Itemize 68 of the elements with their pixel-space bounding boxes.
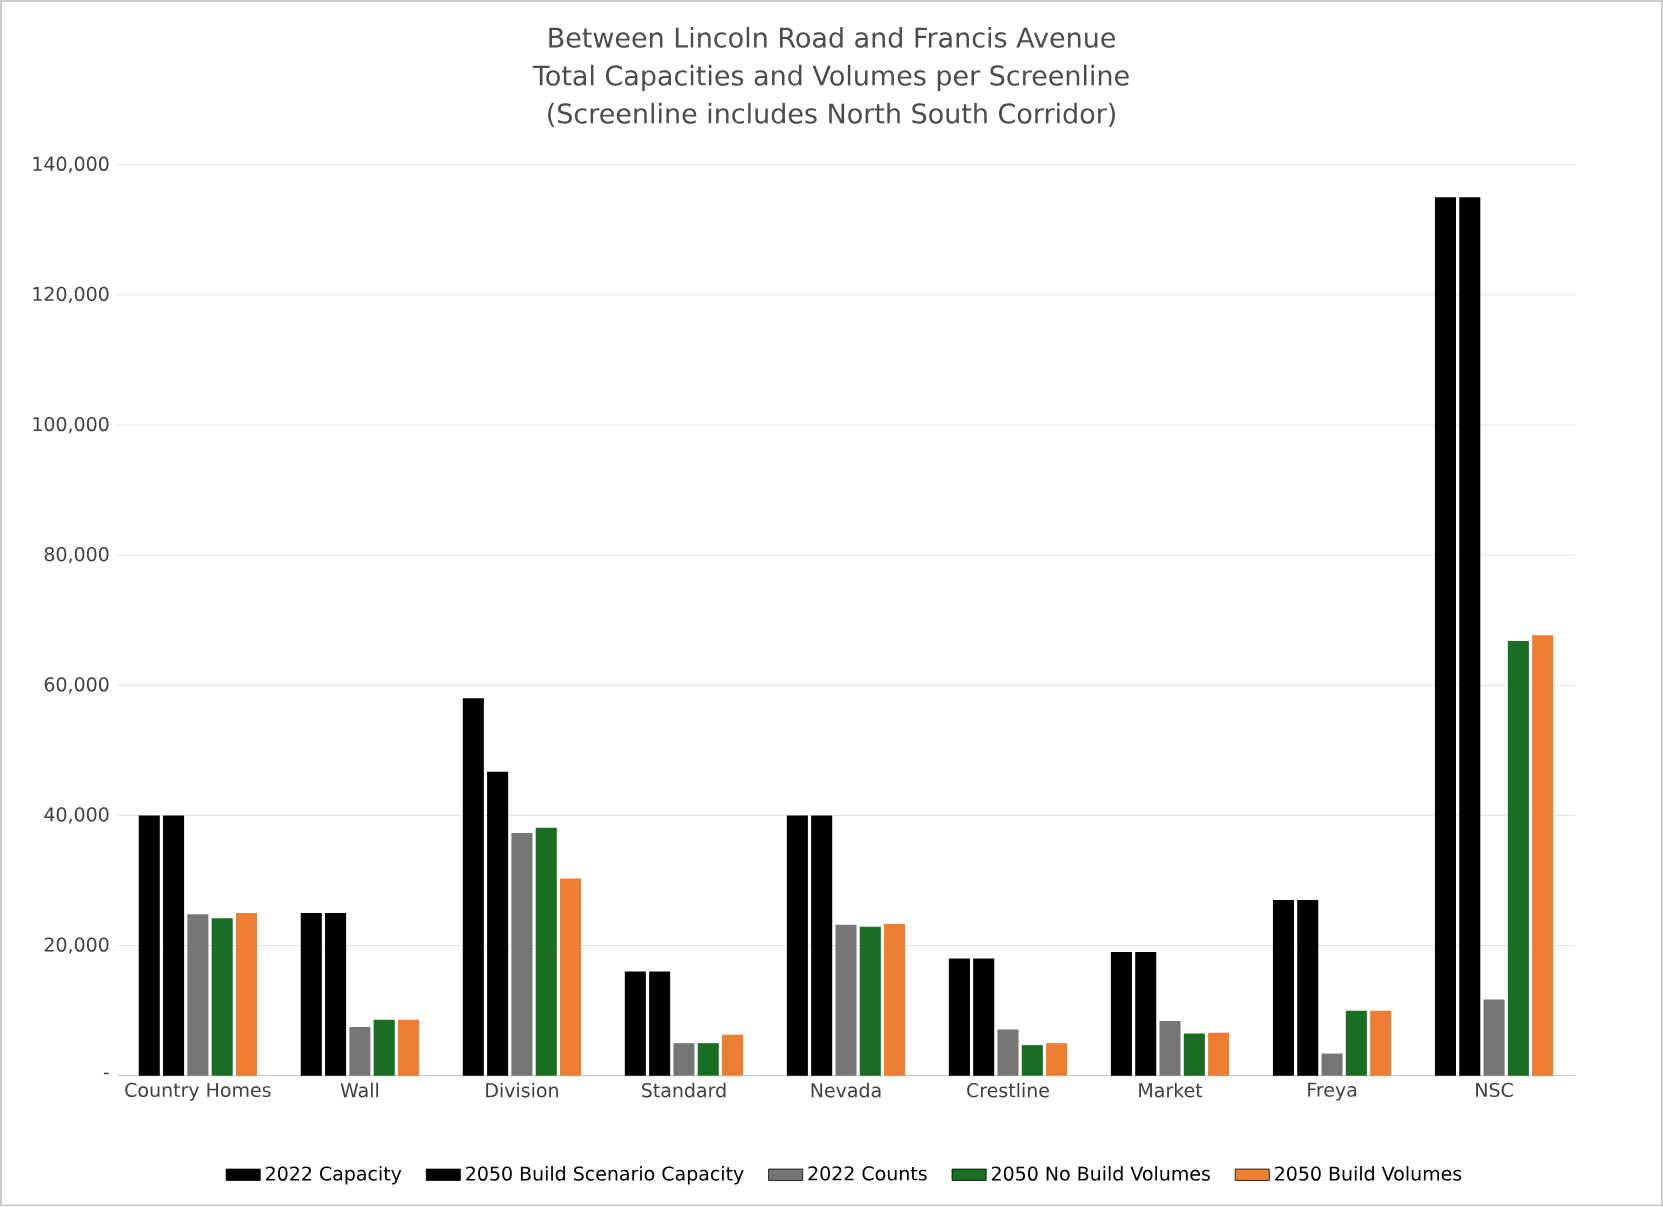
bar	[211, 918, 233, 1076]
bar	[786, 815, 808, 1076]
bar	[1208, 1032, 1230, 1076]
bar	[462, 698, 484, 1076]
legend-label: 2022 Counts	[808, 1166, 927, 1181]
bar	[997, 1029, 1019, 1076]
bar	[948, 958, 970, 1076]
y-tick-label: 140,000	[33, 156, 109, 174]
x-tick-label: Nevada	[811, 1082, 881, 1098]
bar	[560, 878, 582, 1076]
bar	[187, 914, 209, 1076]
y-tick-label: 80,000	[44, 547, 109, 564]
bar	[697, 1043, 719, 1076]
x-tick-label: Crestline	[967, 1082, 1049, 1098]
x-tick-label: Country Homes	[125, 1082, 271, 1102]
bar	[1459, 197, 1481, 1076]
bar	[649, 971, 671, 1076]
bar	[1434, 197, 1456, 1076]
bar	[722, 1034, 744, 1076]
x-tick-label: Market	[1139, 1082, 1203, 1098]
bar	[1321, 1053, 1343, 1076]
bar	[973, 958, 995, 1076]
y-tick-label: 100,000	[33, 417, 109, 434]
bar	[138, 815, 160, 1076]
bar	[1507, 641, 1529, 1076]
bar	[1370, 1010, 1392, 1076]
bar	[859, 926, 881, 1076]
y-tick-label: 20,000	[44, 937, 109, 954]
bar	[373, 1019, 395, 1076]
bar	[835, 924, 857, 1076]
chart-title: Between Lincoln Road and Francis Avenue Total Capacities and Volumes per Screenline (Screenline includes North South Corridor)	[532, 27, 1129, 128]
bar	[1483, 999, 1505, 1076]
bar	[624, 971, 646, 1076]
x-tick-label: Standard	[642, 1082, 726, 1098]
x-tick-label: Freya	[1308, 1082, 1357, 1101]
bar	[1021, 1045, 1043, 1076]
legend-label: 2050 Build Volumes	[1275, 1166, 1462, 1181]
bar	[1297, 900, 1319, 1076]
y-tick-label: -	[103, 1072, 109, 1075]
bar	[325, 913, 347, 1076]
legend-label: 2050 Build Scenario Capacity	[466, 1166, 744, 1185]
bar	[511, 833, 533, 1076]
bar	[300, 913, 322, 1076]
legend-label: 2050 No Build Volumes	[991, 1166, 1210, 1181]
bar	[1046, 1043, 1068, 1076]
bar	[1110, 952, 1132, 1076]
bar	[1272, 900, 1294, 1076]
bar	[487, 772, 509, 1076]
bar	[349, 1027, 371, 1076]
legend-label: 2022 Capacity	[266, 1166, 402, 1185]
bar	[397, 1019, 420, 1076]
bar	[884, 924, 906, 1076]
x-tick-label: Division	[486, 1082, 558, 1098]
bar	[535, 828, 557, 1076]
bar	[811, 815, 833, 1076]
y-tick-label: 120,000	[33, 286, 109, 304]
bar	[235, 913, 258, 1076]
bar	[1159, 1021, 1181, 1076]
bar	[163, 815, 185, 1076]
y-tick-label: 40,000	[44, 807, 109, 824]
bar	[1135, 952, 1157, 1076]
bar	[1345, 1010, 1367, 1076]
bar	[1532, 635, 1554, 1076]
x-tick-label: Wall	[340, 1082, 379, 1098]
bar	[673, 1043, 695, 1076]
x-tick-label: NSC	[1476, 1082, 1513, 1098]
y-tick-label: 60,000	[44, 677, 109, 694]
bar	[1183, 1033, 1205, 1076]
